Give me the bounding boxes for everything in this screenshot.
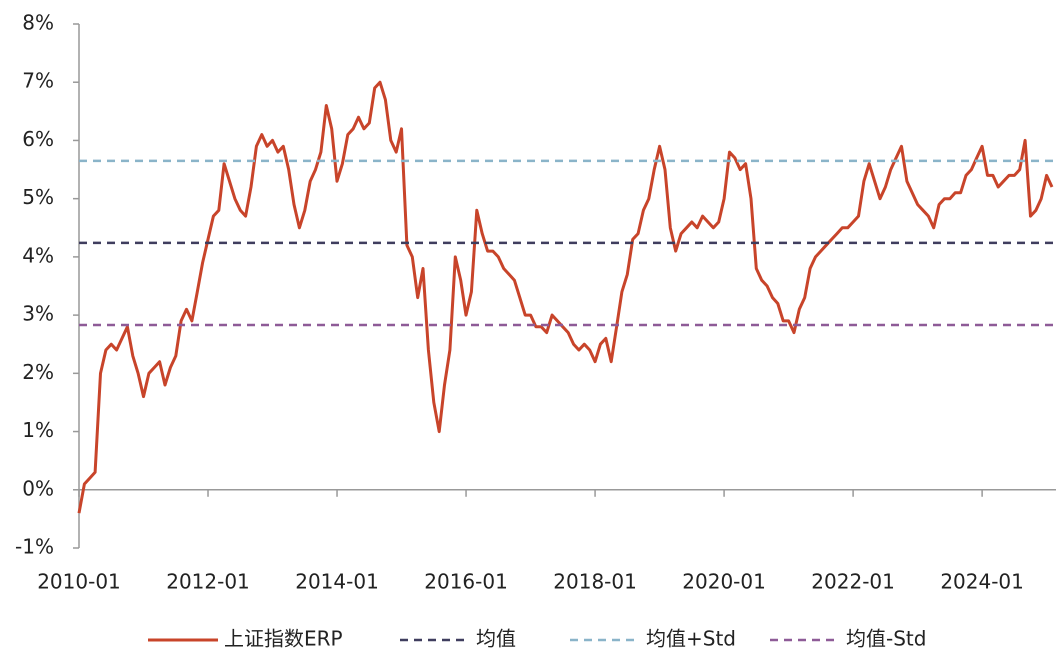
y-tick-label: 0%	[22, 476, 54, 500]
legend-label: 上证指数ERP	[224, 627, 343, 651]
x-tick-label: 2020-01	[682, 570, 766, 594]
y-tick-label: 8%	[22, 11, 54, 35]
y-tick-label: 1%	[22, 418, 54, 442]
x-tick-label: 2010-01	[37, 570, 121, 594]
x-tick-label: 2016-01	[424, 570, 508, 594]
y-tick-label: 5%	[22, 185, 54, 209]
series-line	[77, 80, 1054, 514]
y-tick-label: 2%	[22, 360, 54, 384]
y-tick-label: 3%	[22, 302, 54, 326]
legend-label: 均值	[476, 627, 516, 651]
y-tick-label: 7%	[22, 69, 54, 93]
x-tick-label: 2024-01	[940, 570, 1024, 594]
y-tick-label: 4%	[22, 243, 54, 267]
x-tick-label: 2022-01	[811, 570, 895, 594]
x-tick-label: 2014-01	[295, 570, 379, 594]
y-tick-label: 6%	[22, 127, 54, 151]
x-tick-label: 2018-01	[553, 570, 637, 594]
legend-label: 均值+Std	[646, 627, 736, 651]
legend-label: 均值-Std	[846, 627, 926, 651]
x-tick-label: 2012-01	[166, 570, 250, 594]
y-tick-label: -1%	[15, 535, 54, 559]
